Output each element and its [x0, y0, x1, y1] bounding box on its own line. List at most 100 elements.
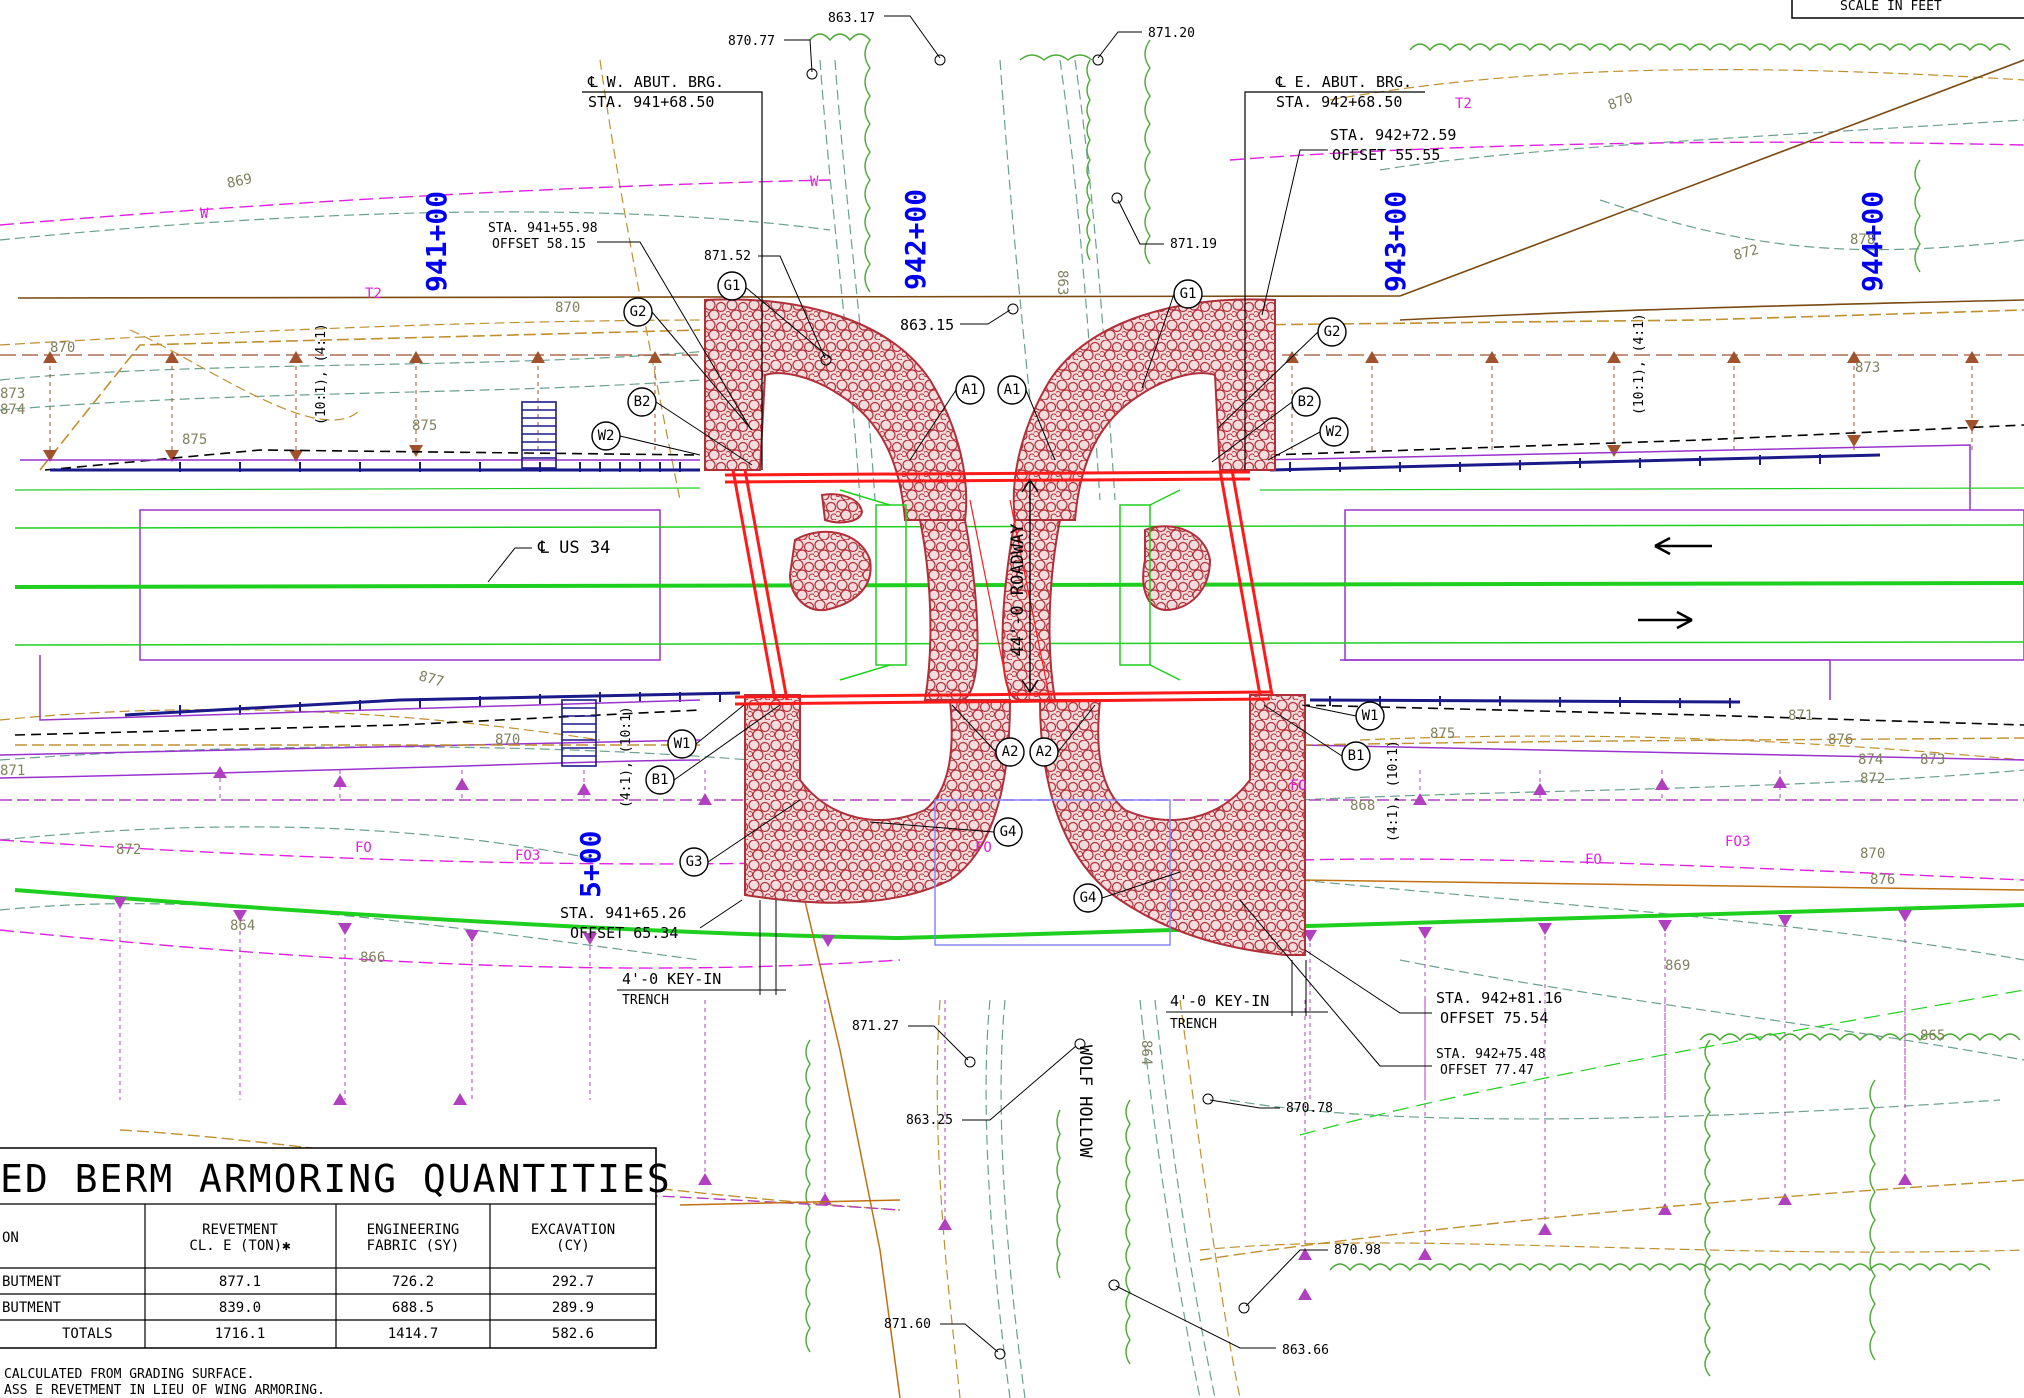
svg-text:ENGINEERING: ENGINEERING: [367, 1222, 460, 1238]
south-toe-line-west: [14, 709, 701, 736]
elev-871-27: 871.27: [852, 1019, 899, 1034]
south-slope-stakes: [119, 770, 1906, 1260]
elev-863-17: 863.17: [828, 11, 875, 26]
svg-text:44'-0 ROADWAY: 44'-0 ROADWAY: [1008, 523, 1028, 656]
east-abutment-label: ℄ E. ABUT. BRG. STA. 942+68.50: [1244, 73, 1425, 470]
scale-box: SCALE IN FEET: [1791, 0, 2024, 19]
west-center-armoring: [918, 519, 979, 701]
svg-text:875: 875: [412, 418, 437, 434]
west-small-armoring: [820, 493, 864, 524]
svg-text:870: 870: [50, 340, 75, 356]
svg-text:875: 875: [182, 432, 207, 448]
svg-text:B1: B1: [1348, 748, 1365, 764]
off-77-47: OFFSET 77.47: [1440, 1063, 1534, 1078]
svg-text:864: 864: [230, 918, 255, 934]
off-58-15: OFFSET 58.15: [492, 237, 586, 252]
east-south-armoring: [1038, 694, 1306, 956]
station-5: 5+00: [574, 831, 607, 898]
sta-942-81: STA. 942+81.16: [1436, 989, 1562, 1007]
north-slope-stakes: [49, 358, 1973, 455]
th-location: ON: [2, 1230, 19, 1246]
elev-870-98: 870.98: [1334, 1243, 1381, 1258]
svg-text:A2: A2: [1036, 744, 1053, 760]
svg-text:869: 869: [1665, 958, 1690, 974]
svg-text:870: 870: [495, 732, 520, 748]
table-title: ED BERM ARMORING QUANTITIES: [0, 1157, 672, 1201]
contour-labels: 869 870 870 873 874 875 875 877 871 872 …: [0, 90, 1945, 1065]
elev-863-15: 863.15: [900, 316, 954, 334]
station-offset-labels: STA. 941+55.98 OFFSET 58.15 STA. 942+72.…: [488, 126, 1562, 1078]
svg-text:B2: B2: [1298, 394, 1315, 410]
direction-arrows: [1638, 536, 1712, 630]
svg-text:CL. E (TON)✱: CL. E (TON)✱: [189, 1238, 291, 1254]
sta-941-55: STA. 941+55.98: [488, 221, 598, 236]
silt-fence: [1299, 989, 2024, 1136]
row-1-location: BUTMENT: [2, 1274, 62, 1290]
station-942: 942+00: [899, 189, 932, 290]
svg-text:TRENCH: TRENCH: [622, 993, 669, 1008]
north-slope-triangles: [43, 351, 1979, 462]
svg-text:FO: FO: [355, 840, 372, 856]
svg-text:877.1: 877.1: [219, 1274, 261, 1290]
svg-text:871: 871: [1788, 708, 1813, 724]
svg-text:A2: A2: [1002, 744, 1019, 760]
elev-870-78: 870.78: [1286, 1101, 1333, 1116]
svg-text:872: 872: [116, 842, 141, 858]
east-abutment-line2: STA. 942+68.50: [1276, 93, 1402, 111]
svg-text:865: 865: [1920, 1028, 1945, 1044]
svg-text:W: W: [200, 206, 209, 222]
svg-text:870: 870: [555, 300, 580, 316]
svg-text:G2: G2: [630, 304, 647, 320]
svg-text:FO: FO: [1290, 778, 1307, 794]
svg-text:866: 866: [360, 950, 385, 966]
svg-text:292.7: 292.7: [552, 1274, 594, 1290]
callouts: G1 G2 B2 W2 A1 A1 G1 G2 B2 W2 W1 B1 A2 A…: [591, 271, 1385, 913]
scale-label: SCALE IN FEET: [1840, 0, 1942, 14]
svg-text:W1: W1: [674, 736, 691, 752]
svg-text:878: 878: [1850, 232, 1875, 248]
riprap-armoring: [704, 298, 1306, 956]
svg-text:EXCAVATION: EXCAVATION: [531, 1222, 615, 1238]
svg-text:4'-0 KEY-IN: 4'-0 KEY-IN: [622, 970, 721, 988]
svg-text:FO3: FO3: [515, 848, 540, 864]
slope-labels: (10:1), (4:1) (4:1), (10:1) (10:1), (4:1…: [314, 313, 1647, 842]
svg-text:B2: B2: [634, 394, 651, 410]
svg-text:T2: T2: [1455, 96, 1472, 112]
svg-text:(4:1), (10:1): (4:1), (10:1): [619, 706, 634, 808]
svg-text:(4:1), (10:1): (4:1), (10:1): [1386, 740, 1401, 842]
svg-text:W: W: [810, 174, 819, 190]
svg-text:870: 870: [1860, 846, 1885, 862]
existing-diagonal-line: [1399, 59, 2024, 297]
sta-941-65: STA. 941+65.26: [560, 904, 686, 922]
elev-870-77: 870.77: [728, 34, 775, 49]
north-toe-line-west: [44, 449, 701, 471]
existing-row-line: [17, 295, 1401, 299]
svg-text:W2: W2: [598, 428, 615, 444]
svg-text:A1: A1: [962, 382, 979, 398]
elev-863-25: 863.25: [906, 1113, 953, 1128]
west-abutment-label: ℄ W. ABUT. BRG. STA. 941+68.50: [582, 73, 763, 470]
svg-text:G2: G2: [1324, 324, 1341, 340]
elev-871-19: 871.19: [1170, 237, 1217, 252]
guardrail-posts: [179, 454, 1821, 715]
svg-text:726.2: 726.2: [392, 1274, 434, 1290]
svg-text:289.9: 289.9: [552, 1300, 594, 1316]
row-2-location: BUTMENT: [2, 1300, 62, 1316]
roadway-dimension: 44'-0 ROADWAY: [1008, 478, 1039, 694]
svg-text:G1: G1: [724, 278, 741, 294]
line-code-labels: W W T2 T2 FO FO3 FO FO FO3 FO: [200, 96, 1750, 868]
tree-lines: [805, 33, 2021, 1377]
svg-text:868: 868: [1350, 798, 1375, 814]
svg-text:TRENCH: TRENCH: [1170, 1017, 1217, 1032]
svg-text:688.5: 688.5: [392, 1300, 434, 1316]
svg-text:G3: G3: [686, 854, 703, 870]
elev-863-66: 863.66: [1282, 1343, 1329, 1358]
west-key-in-label: 4'-0 KEY-IN TRENCH: [617, 900, 786, 1008]
guardrails: [50, 453, 1881, 717]
note-2: ASS E REVETMENT IN LIEU OF WING ARMORING…: [4, 1383, 325, 1398]
svg-text:℄ US 34: ℄ US 34: [537, 538, 610, 558]
svg-text:W1: W1: [1362, 708, 1379, 724]
bridge-deck: [724, 469, 1274, 706]
sta-942-72: STA. 942+72.59: [1330, 126, 1456, 144]
svg-text:FO3: FO3: [1725, 834, 1750, 850]
